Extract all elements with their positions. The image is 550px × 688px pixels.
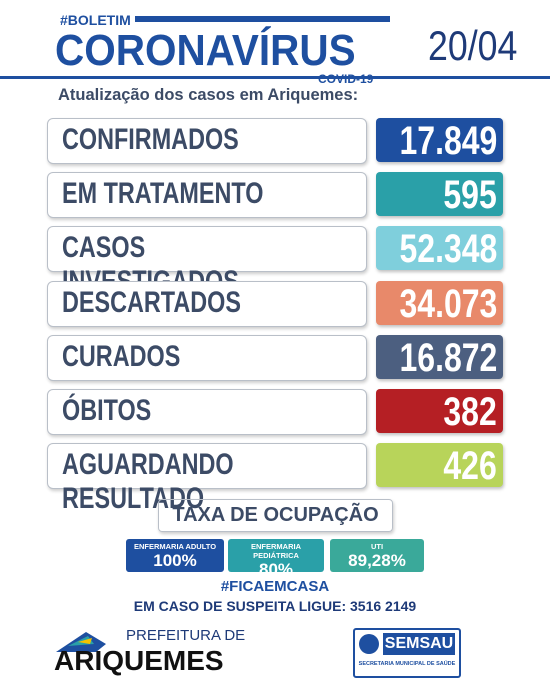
city-logo: PREFEITURA DE ARIQUEMES [54, 627, 245, 676]
occupancy-value: 89,28% [348, 551, 406, 570]
occupancy-item: UTI 89,28% [330, 539, 424, 572]
title: CORONAVÍRUS [55, 26, 356, 75]
case-label-box: DESCARTADOS [47, 280, 367, 327]
case-label: CONFIRMADOS [62, 123, 239, 156]
logo-shape [78, 638, 92, 644]
city-name: ARIQUEMES [54, 645, 224, 676]
case-value: 52.348 [399, 227, 497, 272]
tag: #BOLETIM [60, 12, 131, 28]
date: 20/04 [428, 22, 518, 69]
occupancy-box: TAXA DE OCUPAÇÃO [158, 499, 393, 532]
case-label: DESCARTADOS [62, 285, 241, 319]
case-value-box: 382 [376, 389, 503, 434]
case-label-box: CONFIRMADOS [47, 118, 367, 164]
case-label: CURADOS [62, 339, 181, 373]
case-label-box: ÓBITOS [47, 389, 367, 435]
occupancy-title: TAXA DE OCUPAÇÃO [172, 504, 379, 526]
case-value-box: 426 [376, 443, 503, 489]
occupancy-label: UTI [370, 542, 384, 551]
case-value-box: 16.872 [376, 334, 503, 380]
agency-logo: SEMSAU SECRETARIA MUNICIPAL DE SAÚDE [353, 628, 461, 678]
divider [0, 76, 550, 79]
case-label: EM TRATAMENTO [62, 177, 264, 211]
occupancy-label: ENFERMARIA ADULTO [133, 542, 217, 551]
case-value-box: 34.073 [376, 280, 503, 326]
case-label-box: EM TRATAMENTO [47, 172, 367, 219]
case-label-box: CURADOS [47, 334, 367, 381]
case-value: 382 [443, 390, 497, 434]
subtitle: COVID-19 [318, 72, 374, 86]
phone: EM CASO DE SUSPEITA LIGUE: 3516 2149 [133, 598, 417, 614]
occupancy-item: ENFERMARIA ADULTO 100% [126, 539, 224, 572]
case-value: 17.849 [399, 119, 497, 163]
occupancy-label: ENFERMARIA PEDIÁTRICA [251, 542, 301, 560]
city-prefix: PREFEITURA DE [126, 627, 245, 644]
case-label-box: CASOS INVESTIGADOS [47, 226, 367, 298]
case-value: 34.073 [399, 281, 497, 326]
case-label: AGUARDANDO RESULTADO [62, 448, 234, 516]
case-value-box: 17.849 [376, 118, 503, 163]
agency-emblem [359, 634, 379, 654]
case-label: ÓBITOS [62, 394, 152, 427]
case-value-box: 595 [376, 172, 503, 218]
occupancy-value: 80% [258, 560, 294, 579]
case-value: 16.872 [399, 335, 497, 380]
case-value: 595 [443, 173, 497, 218]
agency-name: SECRETARIA MUNICIPAL DE SAÚDE [358, 661, 456, 667]
agency: SEMSAU [383, 633, 455, 655]
case-label-box: AGUARDANDO RESULTADO [47, 443, 367, 515]
case-value: 426 [443, 444, 497, 489]
intro: Atualização dos casos em Ariquemes: [58, 86, 359, 104]
occupancy-value: 100% [153, 551, 197, 570]
hashtag: #FICAEMCASA [220, 578, 330, 595]
occupancy-item: ENFERMARIA PEDIÁTRICA 80% [228, 539, 324, 579]
case-value-box: 52.348 [376, 226, 503, 272]
rule [135, 16, 390, 22]
